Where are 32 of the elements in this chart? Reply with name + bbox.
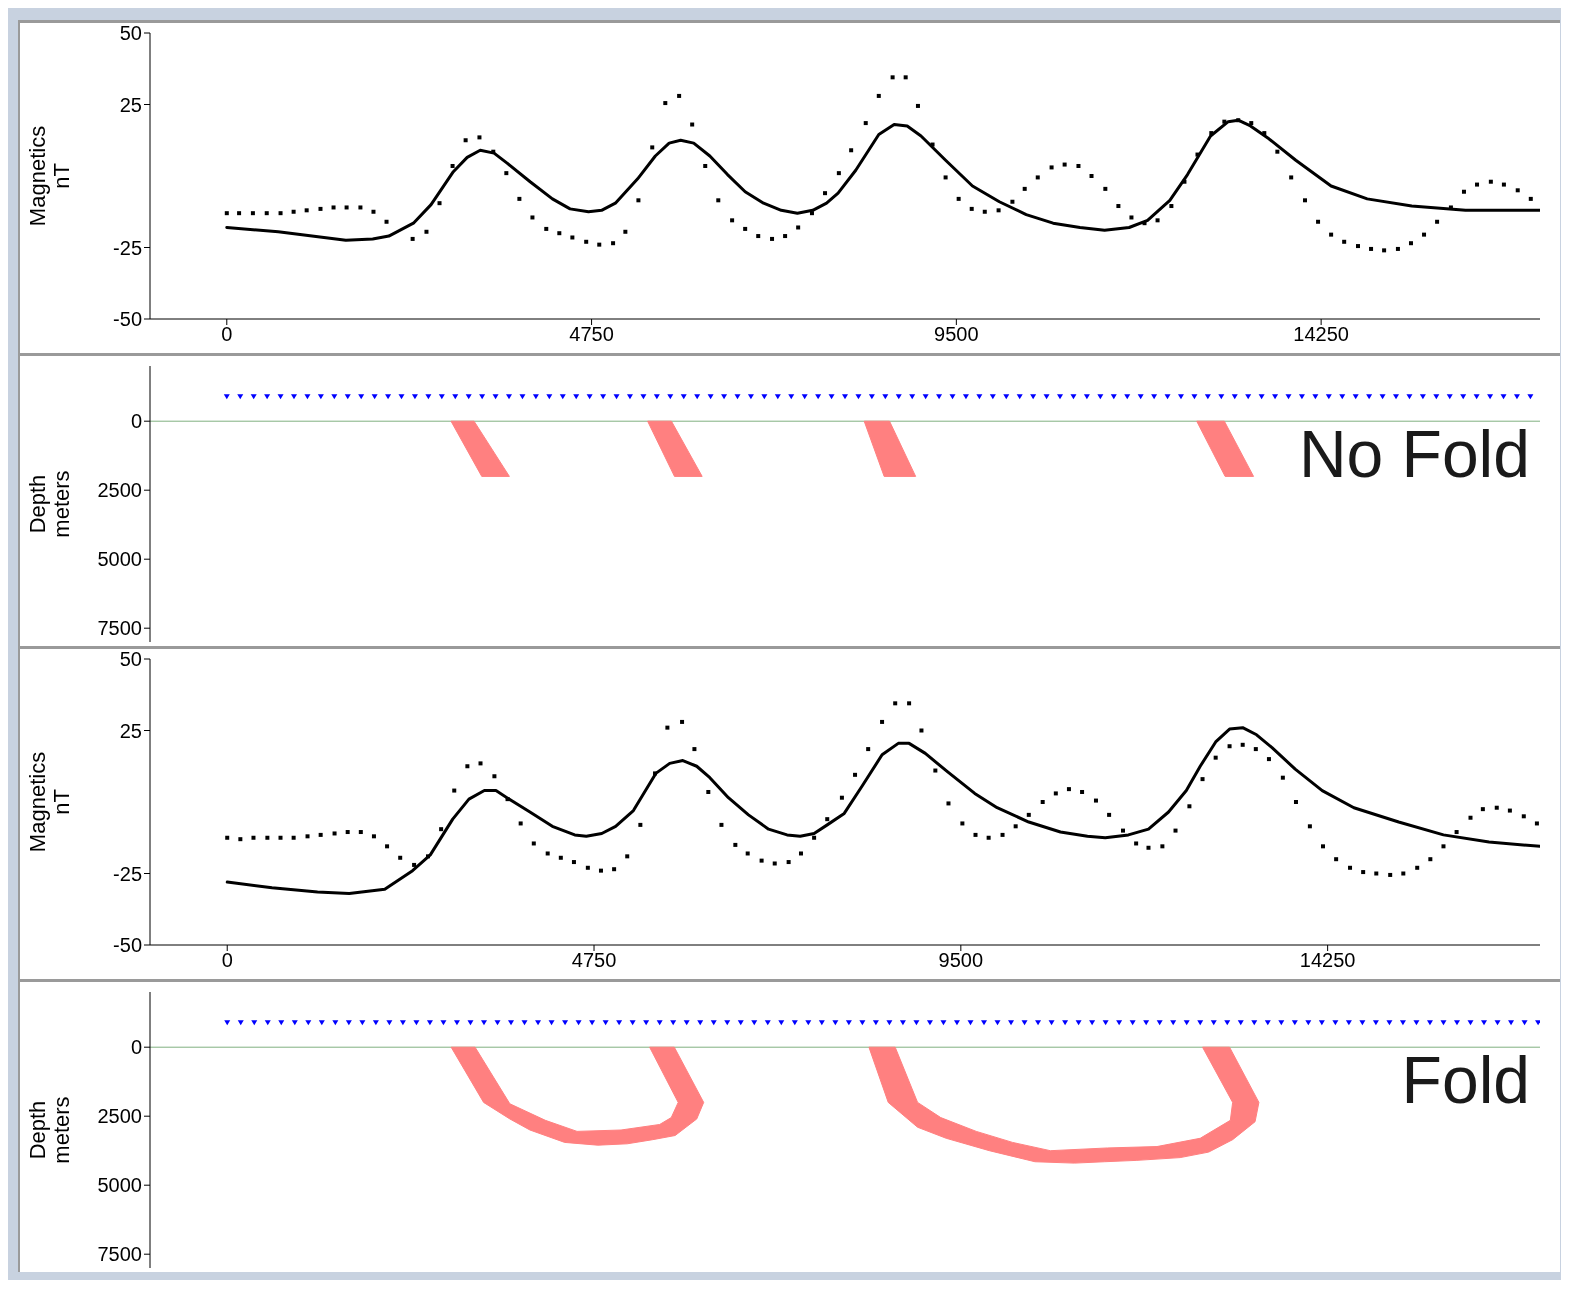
- annotation: Fold: [1401, 1042, 1530, 1118]
- y-tick-label: -50: [113, 934, 142, 957]
- y-tick-label: 2500: [97, 479, 142, 502]
- annotation: No Fold: [1298, 416, 1530, 492]
- y-tick-label: 50: [119, 648, 142, 671]
- x-tick-label: 4750: [571, 949, 617, 972]
- x-tick-label: 0: [221, 323, 233, 346]
- x-tick-label: 0: [221, 949, 233, 972]
- line-series: [225, 118, 1540, 242]
- y-tick-label: 7500: [97, 617, 142, 640]
- y-axis-title: Magnetics nT: [25, 125, 74, 227]
- line-series: [225, 726, 1540, 896]
- y-axis-title: Depth meters: [25, 470, 74, 538]
- y-tick-label: 50: [119, 22, 142, 45]
- y-tick-label: 5000: [97, 548, 142, 571]
- y-tick-label: -50: [113, 308, 142, 331]
- x-tick-label: 9500: [934, 323, 979, 346]
- y-tick-label: 25: [119, 719, 142, 742]
- y-tick-label: 0: [130, 410, 142, 433]
- x-tick-label: 14250: [1299, 949, 1356, 972]
- x-tick-label: 4750: [569, 323, 614, 346]
- y-tick-label: -25: [113, 862, 142, 885]
- y-tick-label: 0: [130, 1036, 142, 1059]
- y-tick-label: -25: [113, 236, 142, 259]
- y-tick-label: 2500: [97, 1105, 142, 1128]
- y-axis-title: Depth meters: [25, 1096, 74, 1164]
- y-axis-title: Magnetics nT: [25, 751, 74, 853]
- x-tick-label: 9500: [938, 949, 984, 972]
- y-tick-label: 25: [119, 93, 142, 116]
- y-tick-label: 5000: [97, 1174, 142, 1197]
- y-tick-label: 7500: [97, 1243, 142, 1266]
- x-tick-label: 14250: [1293, 323, 1349, 346]
